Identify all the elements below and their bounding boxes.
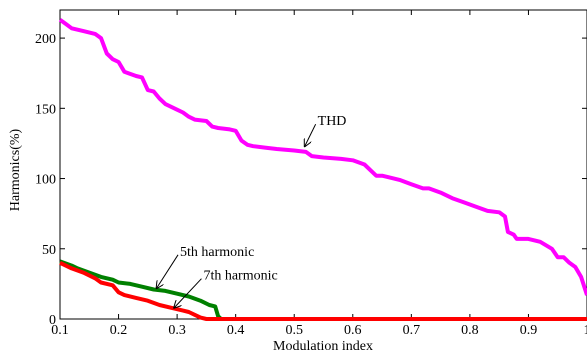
y-tick-label: 50: [42, 243, 56, 258]
annotation-label-thd: THD: [318, 114, 347, 129]
y-axis-title: Harmonics(%): [8, 128, 23, 211]
annotation-arrow-thd: [305, 123, 317, 146]
series-line-thd: [58, 18, 587, 296]
annotation-arrow-h5: [157, 254, 179, 288]
annotation-label-h5: 5th harmonic: [180, 245, 254, 260]
series-line-h5: [59, 259, 587, 321]
annotation-arrow-h7: [174, 278, 202, 308]
plot-frame: [59, 9, 587, 320]
x-tick-label: 1: [584, 323, 587, 338]
series-layer: [58, 18, 587, 321]
y-tick-label: 0: [49, 313, 56, 328]
x-axis: 0.1 0.2 0.3 0.4 0.5 0.6 0.7 0.8 0.9 1: [51, 10, 587, 338]
x-tick-label: 0.3: [168, 323, 186, 338]
y-tick-label: 100: [35, 173, 56, 188]
y-tick-label: 150: [35, 102, 56, 117]
x-tick-label: 0.2: [110, 323, 128, 338]
y-tick-label: 200: [35, 32, 56, 47]
annotations: THD 5th harmonic 7th harmonic: [157, 114, 347, 308]
x-tick-label: 0.4: [227, 323, 245, 338]
x-tick-label: 0.9: [520, 323, 538, 338]
x-tick-label: 0.8: [461, 323, 479, 338]
x-tick-label: 0.1: [51, 323, 69, 338]
annotation-label-h7: 7th harmonic: [203, 269, 277, 284]
x-tick-label: 0.6: [344, 323, 362, 338]
series-line-h7: [59, 260, 587, 321]
y-axis: 0 50 100 150 200: [35, 32, 587, 328]
x-tick-label: 0.5: [285, 323, 303, 338]
x-axis-title: Modulation index: [273, 339, 373, 354]
x-tick-label: 0.7: [403, 323, 421, 338]
